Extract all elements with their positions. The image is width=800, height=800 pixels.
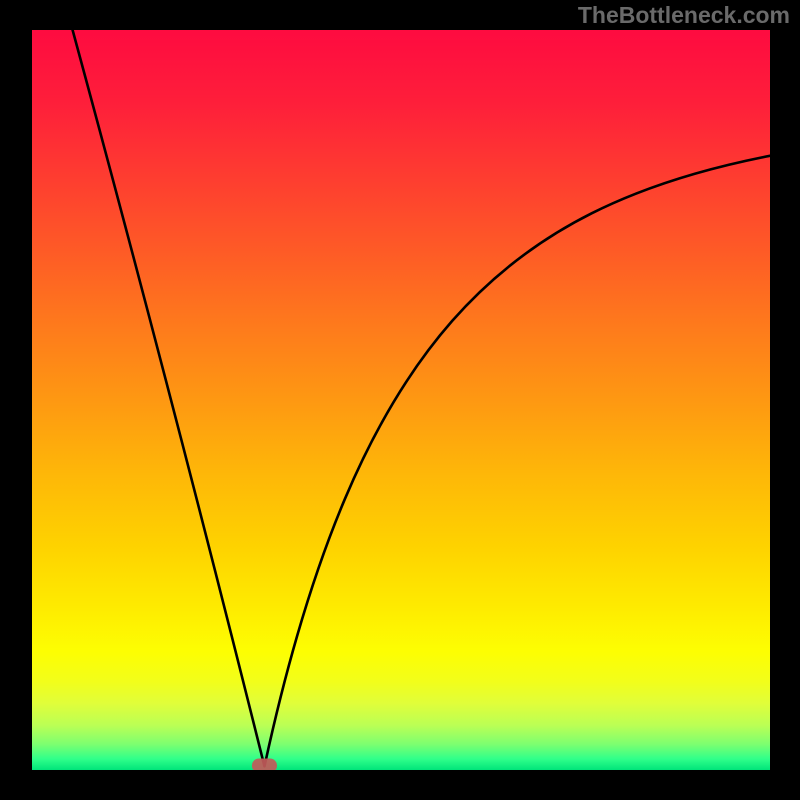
gradient-background (32, 30, 770, 770)
chart-svg (32, 30, 770, 770)
chart-container: TheBottleneck.com (0, 0, 800, 800)
plot-area (32, 30, 770, 770)
watermark-text: TheBottleneck.com (578, 2, 790, 29)
optimum-marker (252, 759, 277, 770)
